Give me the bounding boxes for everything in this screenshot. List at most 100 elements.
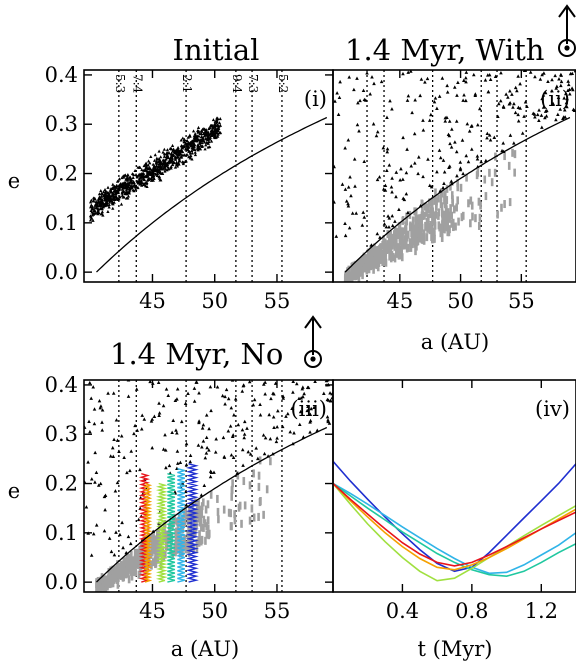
data-point [343,221,347,226]
captured-point [206,516,210,525]
captured-point [206,500,210,509]
data-point [346,185,351,189]
data-point [113,197,117,201]
captured-point [198,530,201,539]
data-point [443,115,448,120]
captured-point [415,221,419,230]
data-point [563,91,568,96]
data-point [179,148,183,152]
captured-point [441,209,444,218]
data-point [105,203,110,207]
data-point [349,193,353,198]
data-point [159,178,163,182]
y-tick-label: 0.2 [45,472,78,496]
captured-point [353,272,357,281]
data-point [167,167,171,171]
data-point [170,158,175,162]
data-point [229,453,234,457]
data-point [201,423,206,427]
data-point [162,160,166,164]
captured-point [445,196,449,205]
captured-point [134,549,138,558]
data-point [151,175,156,179]
captured-point [351,269,354,278]
panel-label: (iv) [535,397,570,421]
data-point [150,445,155,450]
data-point [308,418,313,423]
data-point [435,106,439,110]
captured-point [393,254,397,263]
data-point [200,129,204,133]
data-point [182,138,186,142]
data-point [133,185,137,189]
data-point [174,150,178,154]
x-tick-label: 55 [264,289,291,313]
captured-point [384,258,388,267]
data-point [210,131,215,135]
panel-label: (i) [304,87,327,111]
captured-point [476,168,480,177]
data-point [228,424,233,428]
captured-point [420,199,424,208]
data-point [464,153,469,158]
captured-point [233,516,237,525]
data-point [112,552,117,557]
panel-no-neptune: 0.0 0.1 0.2 0.3 0.4 45 50 55 (iii) [45,373,334,623]
data-point [288,430,293,434]
data-point [128,188,132,192]
data-point [343,146,347,150]
data-point [122,175,126,179]
data-point [126,177,130,181]
data-point [394,194,398,199]
data-point [112,184,117,188]
data-point [346,204,351,208]
captured-point [405,232,408,241]
data-point [565,104,569,109]
captured-point [383,238,387,247]
data-point [108,454,113,458]
data-point [207,426,211,431]
captured-point [134,568,138,577]
captured-point [189,528,193,537]
data-point [540,72,544,77]
data-point [93,480,97,484]
data-point [465,121,470,126]
data-point [116,186,121,190]
captured-point [183,510,186,519]
data-point [186,135,190,139]
x-tick-label: 50 [201,599,228,623]
captured-point [477,221,481,230]
data-point [542,71,546,75]
data-point [445,90,450,94]
captured-point [140,543,143,552]
captured-point [397,250,401,259]
data-point [209,408,213,413]
data-point [87,419,91,424]
captured-point [368,250,372,259]
captured-point [347,265,351,274]
data-point [455,173,459,178]
data-point [211,126,215,130]
data-point [231,455,236,459]
data-point [433,96,438,100]
captured-point [355,260,359,269]
captured-point [158,549,161,558]
data-point [390,190,394,194]
data-point [284,414,288,418]
data-point [154,161,158,165]
data-point [218,131,223,135]
data-point [437,148,442,152]
data-point [172,153,176,157]
data-point [559,79,564,84]
data-point [100,428,105,432]
data-point [401,71,405,76]
data-point [193,150,197,154]
captured-point [445,216,449,225]
data-point [206,141,210,145]
captured-point [181,514,184,523]
data-point [262,451,267,456]
data-point [564,100,569,105]
x-tick-label: 55 [264,599,291,623]
captured-point [417,215,421,224]
data-point [88,218,93,222]
